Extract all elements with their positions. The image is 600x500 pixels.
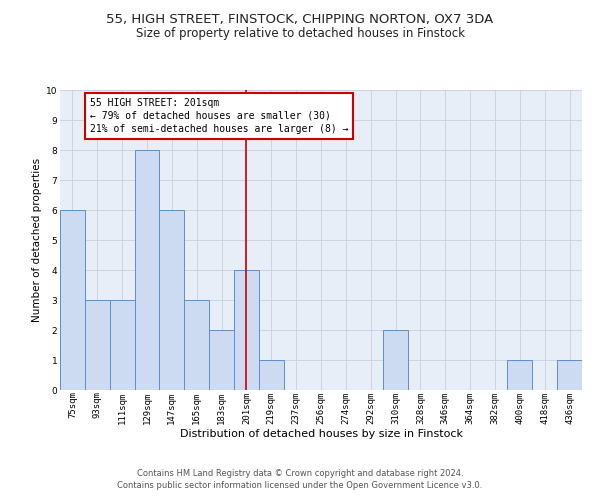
Bar [383, 330, 408, 390]
Bar [259, 360, 284, 390]
Bar [110, 300, 134, 390]
Bar [160, 210, 184, 390]
Bar [60, 210, 85, 390]
Text: 55, HIGH STREET, FINSTOCK, CHIPPING NORTON, OX7 3DA: 55, HIGH STREET, FINSTOCK, CHIPPING NORT… [106, 12, 494, 26]
Text: Contains HM Land Registry data © Crown copyright and database right 2024.: Contains HM Land Registry data © Crown c… [137, 468, 463, 477]
Bar [134, 150, 160, 390]
Bar [85, 300, 110, 390]
Bar [508, 360, 532, 390]
Text: Size of property relative to detached houses in Finstock: Size of property relative to detached ho… [136, 28, 464, 40]
Bar [557, 360, 582, 390]
X-axis label: Distribution of detached houses by size in Finstock: Distribution of detached houses by size … [179, 429, 463, 439]
Bar [234, 270, 259, 390]
Y-axis label: Number of detached properties: Number of detached properties [32, 158, 41, 322]
Bar [209, 330, 234, 390]
Bar [184, 300, 209, 390]
Text: 55 HIGH STREET: 201sqm
← 79% of detached houses are smaller (30)
21% of semi-det: 55 HIGH STREET: 201sqm ← 79% of detached… [90, 98, 349, 134]
Text: Contains public sector information licensed under the Open Government Licence v3: Contains public sector information licen… [118, 481, 482, 490]
